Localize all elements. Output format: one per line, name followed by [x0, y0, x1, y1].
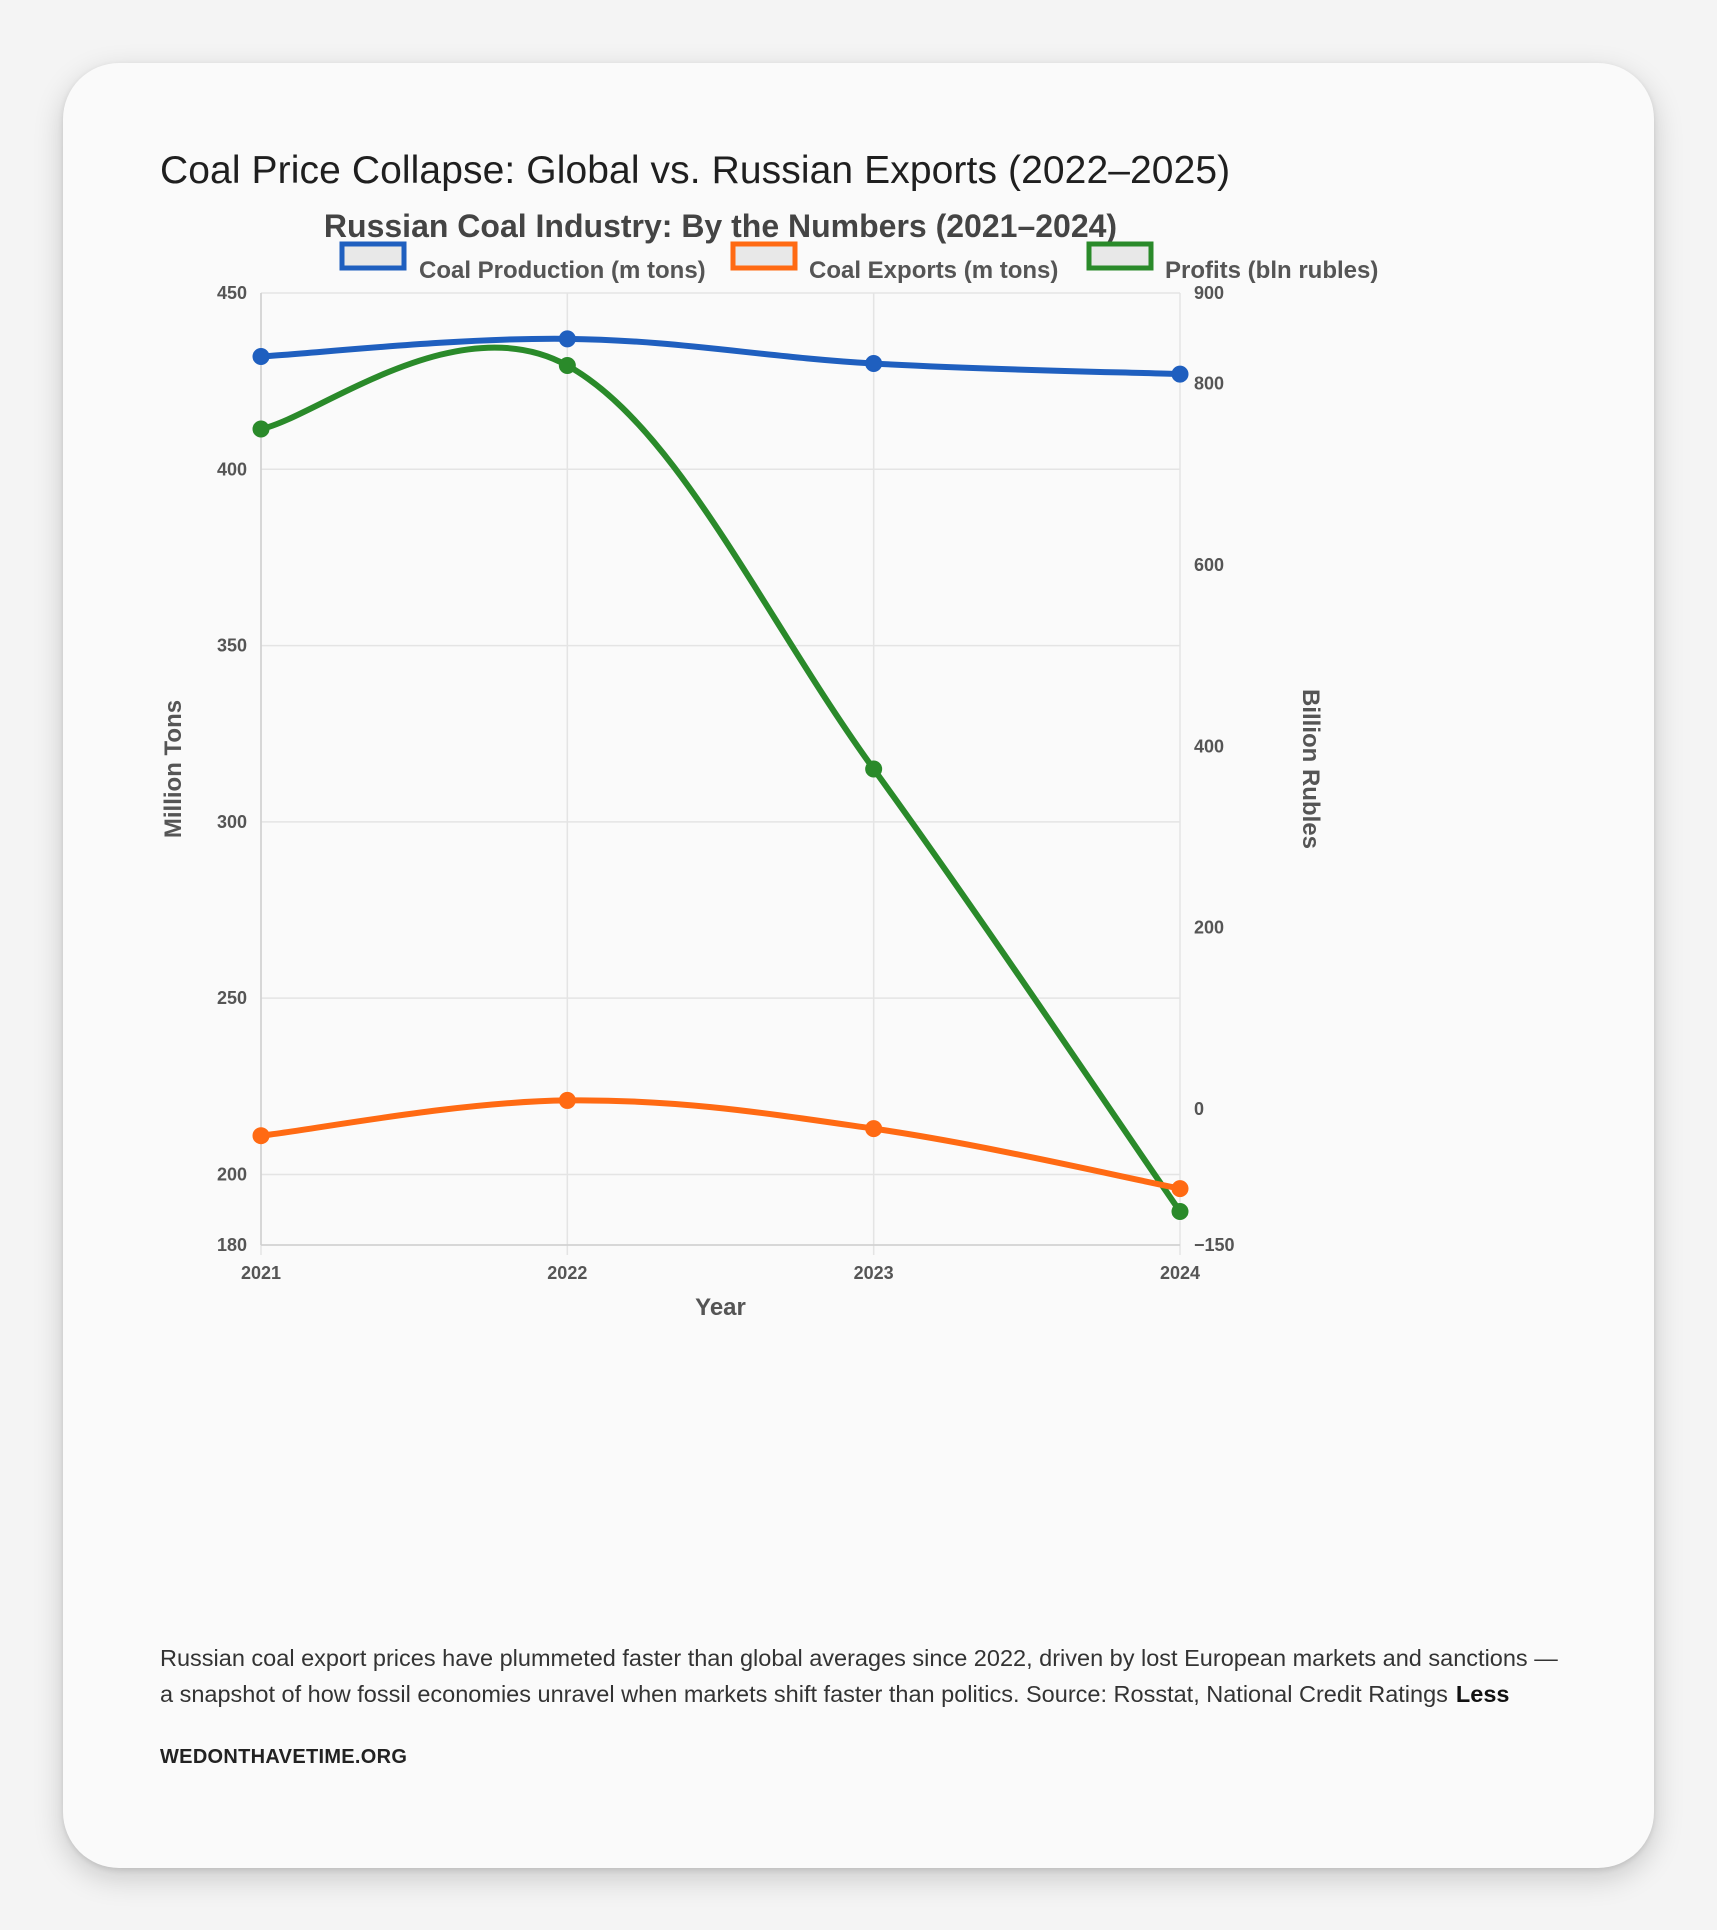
series-line-1	[258, 335, 1183, 378]
legend-label-1: Coal Production (m tons)	[419, 257, 706, 284]
chart-container: Russian Coal Industry: By the Numbers (2…	[63, 63, 1654, 1623]
legend-swatch-2	[730, 241, 798, 271]
card-title: Coal Price Collapse: Global vs. Russian …	[160, 149, 1231, 192]
data-point-series-2	[252, 1127, 270, 1145]
data-point-series-1	[252, 347, 270, 365]
data-point-series-2	[1171, 1180, 1189, 1198]
card: Coal Price Collapse: Global vs. Russian …	[63, 63, 1654, 1868]
y-tick-left: 300	[217, 812, 247, 832]
chart: Russian Coal Industry: By the Numbers (2…	[160, 208, 1378, 1321]
data-point-series-2	[558, 1091, 576, 1109]
y-tick-left: 400	[217, 459, 247, 479]
y-tick-right: −150	[1194, 1235, 1235, 1255]
y-tick-left: 350	[217, 636, 247, 656]
y-tick-left: 180	[217, 1235, 247, 1255]
y-tick-right: 900	[1194, 283, 1224, 303]
y-tick-left: 250	[217, 988, 247, 1008]
x-axis-title: Year	[695, 1294, 746, 1321]
y-tick-left: 450	[217, 283, 247, 303]
y-tick-right: 800	[1194, 374, 1224, 394]
y-axis-title-left: Million Tons	[160, 700, 187, 838]
y-axis-title-right: Billion Rubles	[1297, 689, 1324, 849]
source-link[interactable]: WEDONTHAVETIME.ORG	[160, 1746, 408, 1768]
data-point-series-1	[1171, 365, 1189, 383]
caption-text: Russian coal export prices have plummete…	[160, 1645, 1558, 1707]
data-point-series-3	[865, 760, 883, 778]
series-line-2	[258, 1097, 1183, 1192]
data-point-series-3	[252, 420, 270, 438]
legend-label-2: Coal Exports (m tons)	[809, 257, 1058, 284]
caption: Russian coal export prices have plummete…	[160, 1640, 1560, 1712]
y-tick-right: 600	[1194, 555, 1224, 575]
data-point-series-1	[558, 330, 576, 348]
y-tick-right: 0	[1194, 1099, 1204, 1119]
x-tick: 2024	[1160, 1263, 1200, 1283]
x-tick: 2022	[547, 1263, 587, 1283]
data-point-series-2	[865, 1120, 883, 1138]
data-point-series-3	[558, 357, 576, 375]
x-tick: 2023	[854, 1263, 894, 1283]
less-toggle[interactable]: Less	[1455, 1681, 1510, 1707]
data-point-series-1	[865, 355, 883, 373]
y-tick-right: 400	[1194, 736, 1224, 756]
data-point-series-3	[1171, 1202, 1189, 1220]
x-tick: 2021	[241, 1263, 281, 1283]
y-tick-right: 200	[1194, 918, 1224, 938]
series-line-3	[258, 344, 1183, 1215]
chart-title: Russian Coal Industry: By the Numbers (2…	[324, 208, 1117, 244]
legend-label-3: Profits (bln rubles)	[1165, 257, 1378, 284]
y-tick-left: 200	[217, 1164, 247, 1184]
legend-swatch-1	[339, 241, 407, 271]
legend-swatch-3	[1086, 241, 1154, 271]
